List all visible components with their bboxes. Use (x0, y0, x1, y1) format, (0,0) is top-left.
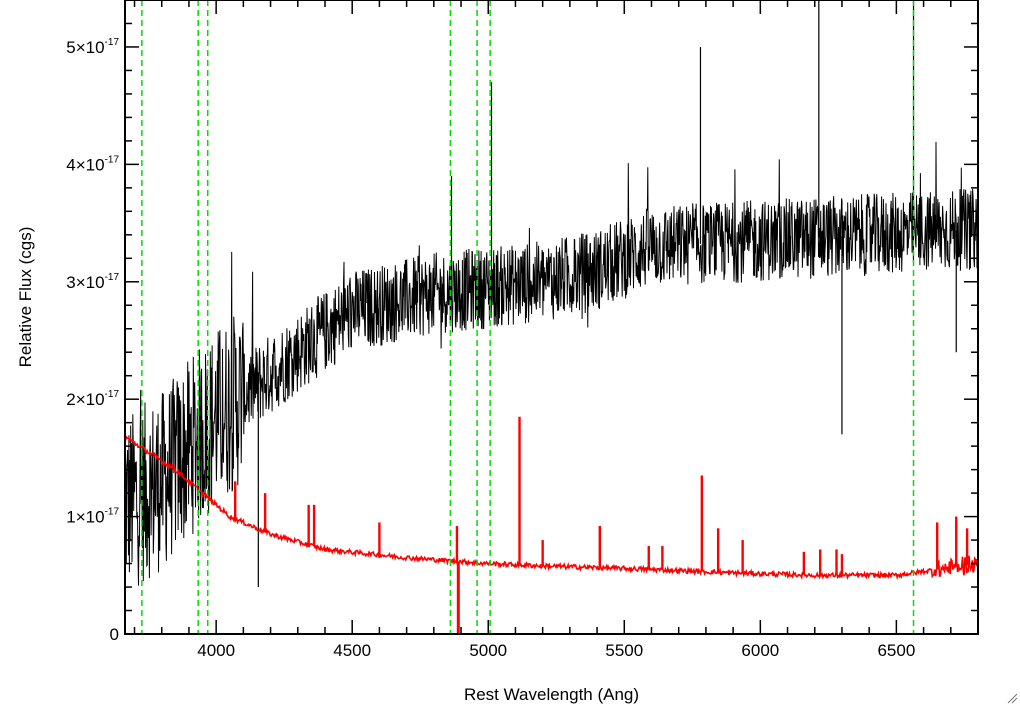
model-spectrum-line (124, 435, 979, 581)
observed-spectrum-line (124, 141, 979, 586)
y-tick-labels: 0 1×10-17 2×10-17 3×10-17 4×10-17 5×10-17 (66, 37, 119, 644)
observed-spectrum-series (124, 0, 979, 588)
y-tick-label: 2×10-17 (66, 389, 119, 409)
x-tick-labels: 4000 4500 5000 5500 6000 6500 (197, 641, 915, 660)
x-tick-label: 4000 (197, 641, 235, 660)
x-tick-label: 4500 (333, 641, 371, 660)
x-tick-label: 6500 (877, 641, 915, 660)
y-tick-label: 5×10-17 (66, 37, 119, 57)
y-tick-label: 4×10-17 (66, 154, 119, 174)
emission-line-markers (141, 0, 915, 634)
plot-frame (124, 0, 979, 635)
resize-grip-icon[interactable] (1006, 692, 1018, 704)
x-tick-label: 6000 (741, 641, 779, 660)
x-tick-label: 5500 (605, 641, 643, 660)
axis-ticks (125, 0, 979, 635)
x-tick-label: 5000 (469, 641, 507, 660)
model-spectrum-series (124, 416, 979, 634)
y-tick-label: 3×10-17 (66, 272, 119, 292)
y-tick-label: 1×10-17 (66, 507, 119, 527)
y-axis-label: Relative Flux (cgs) (16, 227, 35, 368)
x-axis-label: Rest Wavelength (Ang) (464, 685, 639, 704)
y-tick-label: 0 (110, 625, 119, 644)
